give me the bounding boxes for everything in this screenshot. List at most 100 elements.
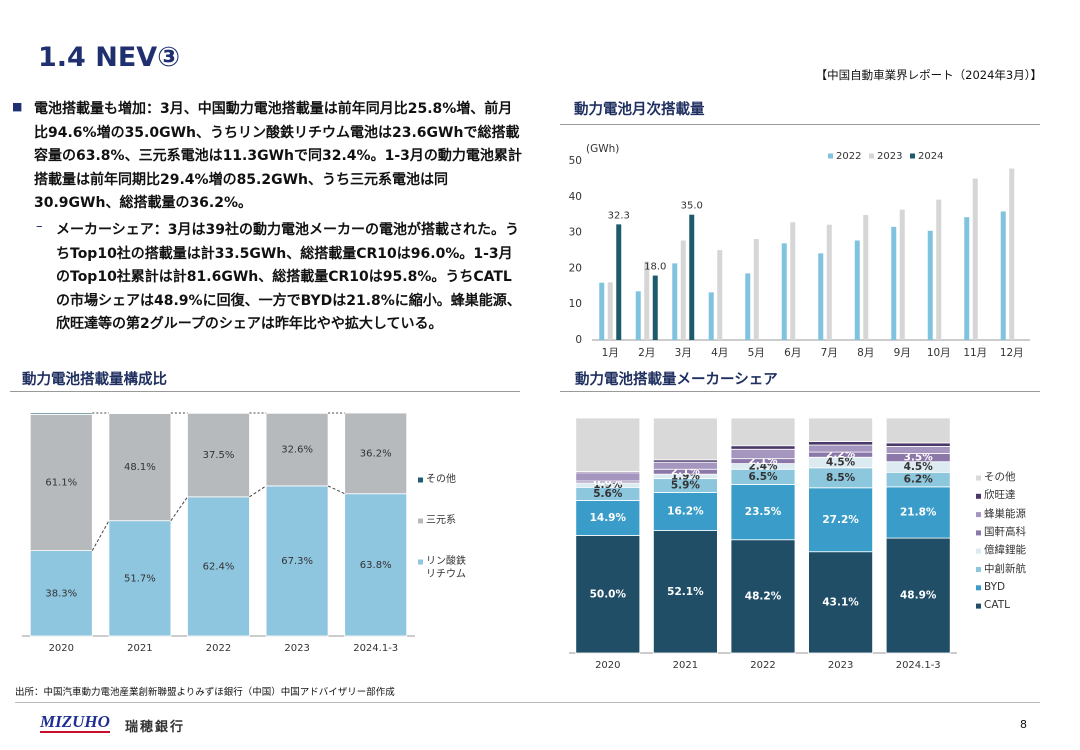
legend-label: 三元系 (426, 515, 456, 526)
legend-label: 中創新航 (984, 562, 1026, 575)
bar (753, 239, 759, 340)
legend-swatch (976, 493, 981, 499)
connector (170, 496, 188, 521)
bar (826, 224, 832, 340)
bullet-text: 電池搭載量も増加：3月、中国動力電池搭載量は前年同月比25.8%増、前月比94.… (34, 101, 522, 211)
value-label: 61.1% (45, 477, 77, 488)
x-tick-label: 6月 (784, 347, 801, 359)
bar (899, 209, 905, 340)
legend-label: 2024 (918, 151, 943, 162)
bar-segment (575, 500, 641, 536)
legend-label-box: CATL (984, 599, 1010, 612)
bar (927, 230, 933, 340)
bar-segment (187, 412, 250, 498)
value-label: 63.8% (360, 560, 392, 571)
bar (717, 250, 723, 340)
value-label: 32.3 (608, 210, 630, 221)
legend-swatch (976, 567, 981, 572)
bar-segment (808, 444, 873, 453)
value-label: 4.5% (904, 461, 934, 473)
x-tick-label: 2023 (828, 660, 853, 671)
bar-segment (885, 486, 951, 539)
bar (680, 240, 686, 340)
bar-segment (344, 493, 408, 637)
bar-segment (730, 445, 796, 450)
legend-label: その他 (984, 471, 1016, 483)
y-axis-label: (GWh) (586, 143, 619, 155)
legend-label-box: 中創新航 (984, 562, 1026, 575)
legend-swatch (418, 477, 423, 483)
bar-segment (29, 412, 93, 415)
x-tick-label: 3月 (675, 347, 692, 359)
bar (708, 292, 714, 340)
value-label: 48.9% (900, 590, 937, 602)
x-tick-label: 2月 (638, 347, 655, 359)
value-label: 23.5% (745, 506, 782, 518)
legend-label-box: その他 (984, 471, 1016, 483)
value-label: 51.7% (124, 573, 156, 584)
bar (818, 253, 824, 340)
legend-label: 億緯鋰能 (984, 544, 1026, 557)
x-tick-label: 1月 (602, 347, 619, 359)
sub-bullet-marker: – (36, 219, 43, 234)
bar-segment (653, 530, 718, 654)
x-tick-label: 10月 (927, 347, 951, 359)
bar (644, 261, 650, 340)
bar-segment (885, 417, 951, 444)
bar-segment (808, 417, 873, 442)
x-tick-label: 4月 (711, 347, 728, 359)
value-label: 48.1% (124, 462, 156, 473)
bar (1000, 211, 1006, 340)
legend-label: 国軒高科 (984, 525, 1026, 538)
legend-label: その他 (426, 474, 456, 485)
bar-segment (575, 472, 641, 482)
legend-label-box: 億緯鋰能 (984, 544, 1026, 557)
legend-label: BYD (984, 580, 1006, 593)
bar (635, 291, 641, 340)
legend-swatch (869, 153, 874, 159)
y-tick-label: 30 (569, 227, 582, 239)
x-tick-label: 2021 (673, 660, 698, 671)
bar (1009, 168, 1015, 340)
value-label: 62.4% (203, 561, 235, 572)
bar-segment (344, 412, 408, 495)
bar-segment (808, 551, 873, 654)
bar-segment (108, 520, 172, 637)
x-tick-label: 9月 (894, 347, 911, 359)
footer-rule (15, 702, 1040, 703)
value-label: 67.3% (281, 556, 313, 567)
legend-label-box: リン酸鉄リチウム (426, 556, 466, 580)
connector (91, 520, 110, 551)
legend-label-box: 蜂巣能源 (984, 508, 1026, 520)
bar-segment (730, 484, 796, 541)
report-tag: 【中国自動車業界レポート（2024年3月）】 (815, 68, 1042, 82)
x-tick-label: 7月 (821, 347, 838, 359)
legend-label: CATL (984, 599, 1010, 612)
title-rule (10, 391, 520, 392)
value-label: 27.2% (822, 514, 859, 526)
bar (964, 217, 970, 340)
value-label: 38.3% (45, 588, 77, 599)
x-tick-label: 2022 (750, 660, 775, 671)
value-label: 5.6% (593, 488, 623, 500)
bar-segment (730, 448, 796, 460)
bar (745, 273, 751, 340)
x-tick-label: 2020 (49, 643, 74, 654)
bullet-marker: ■ (12, 100, 23, 113)
legend-swatch (418, 559, 423, 565)
sub-bullet-text: メーカーシェア：3月は39社の動力電池メーカーの電池が搭載された。うちTop10… (56, 222, 521, 332)
bar (689, 214, 695, 340)
value-label: 50.0% (590, 588, 627, 600)
y-tick-label: 50 (569, 155, 582, 167)
bar-segment (29, 550, 93, 637)
legend-label-box: 国軒高科 (984, 525, 1026, 538)
bar (652, 275, 658, 340)
bar (616, 224, 622, 340)
y-tick-label: 10 (569, 298, 582, 310)
value-label: 32.6% (281, 445, 313, 456)
bar-segment (653, 492, 718, 531)
bar (936, 199, 942, 340)
connector (249, 485, 267, 498)
bar-segment (575, 417, 641, 472)
